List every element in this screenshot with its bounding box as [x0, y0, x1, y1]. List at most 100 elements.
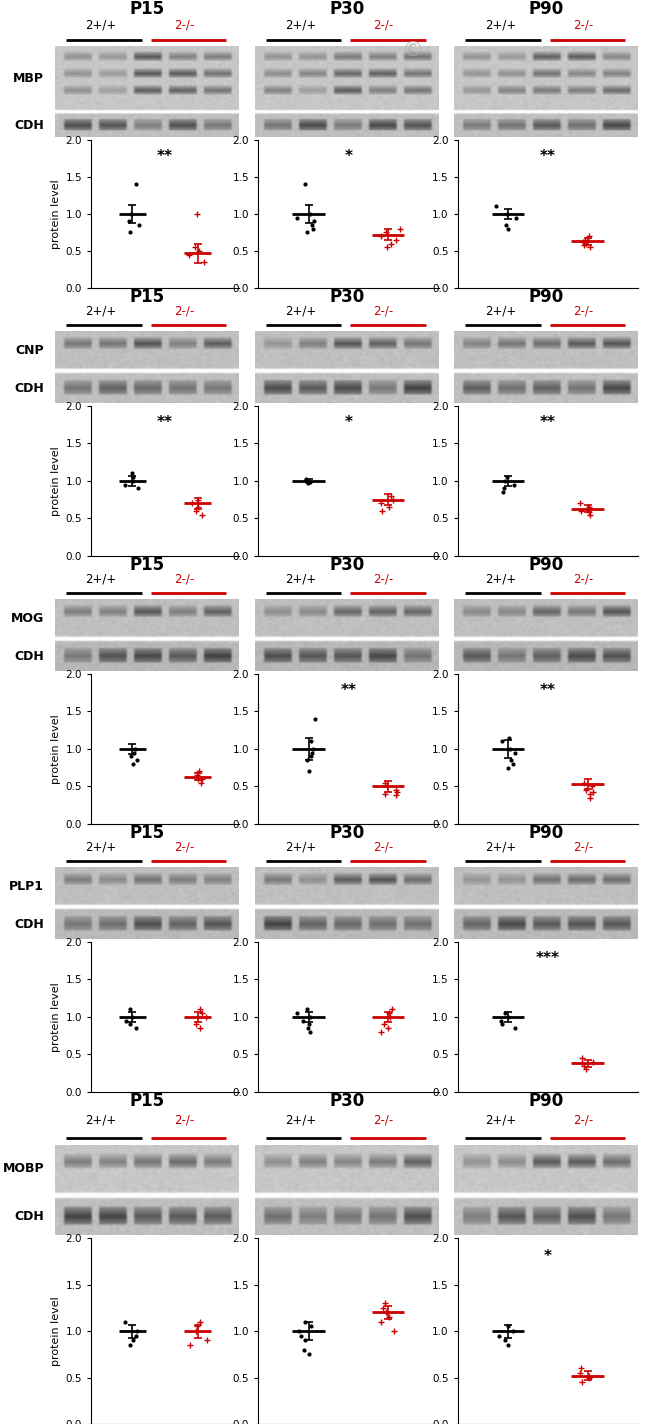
Point [376, 1021, 387, 1044]
Point [378, 1296, 388, 1319]
Y-axis label: protein level: protein level [51, 446, 61, 515]
Text: P30: P30 [329, 824, 365, 842]
Point [584, 236, 595, 259]
Point [395, 218, 405, 241]
Text: P30: P30 [329, 1092, 365, 1109]
Point [125, 221, 135, 244]
Text: P15: P15 [129, 0, 165, 19]
Point [384, 496, 395, 518]
Text: CDH: CDH [14, 382, 44, 394]
Text: CNP: CNP [16, 343, 44, 356]
Text: **: ** [540, 148, 556, 164]
Text: MOBP: MOBP [3, 1162, 44, 1175]
Point [578, 772, 589, 795]
Text: 2-/-: 2-/- [573, 305, 593, 318]
Text: 2-/-: 2-/- [174, 1114, 194, 1126]
Text: ***: *** [536, 951, 560, 965]
Point [300, 172, 310, 195]
Text: 2+/+: 2+/+ [285, 305, 317, 318]
Point [588, 782, 599, 805]
Point [133, 477, 144, 500]
Y-axis label: protein level: protein level [51, 1296, 61, 1366]
Point [191, 1314, 202, 1337]
Point [588, 1051, 598, 1074]
Point [305, 1005, 315, 1028]
Text: 2-/-: 2-/- [374, 1114, 394, 1126]
Point [504, 726, 515, 749]
Point [292, 1002, 302, 1025]
Point [503, 1334, 514, 1357]
Text: PLP1: PLP1 [9, 880, 44, 893]
Point [499, 477, 509, 500]
Text: 2-/-: 2-/- [174, 572, 194, 585]
Point [120, 1010, 131, 1032]
Point [376, 500, 387, 523]
Point [307, 214, 317, 236]
Point [376, 225, 387, 248]
Point [201, 1005, 211, 1028]
Y-axis label: protein level: protein level [51, 713, 61, 783]
Point [129, 738, 140, 760]
Point [196, 772, 206, 795]
Point [584, 225, 594, 248]
Text: 2+/+: 2+/+ [485, 305, 516, 318]
Text: P90: P90 [528, 1092, 564, 1109]
Text: 2+/+: 2+/+ [86, 1114, 117, 1126]
Point [304, 760, 314, 783]
Point [580, 228, 590, 251]
Point [500, 1329, 510, 1351]
Point [387, 998, 398, 1021]
Point [499, 470, 510, 493]
Point [302, 998, 312, 1021]
Point [199, 251, 209, 273]
Text: P15: P15 [129, 555, 165, 574]
Text: MBP: MBP [13, 71, 44, 84]
Point [125, 1012, 135, 1035]
Point [120, 1310, 130, 1333]
Point [187, 493, 198, 515]
Point [380, 783, 390, 806]
Point [194, 760, 204, 783]
Text: 2+/+: 2+/+ [285, 19, 317, 31]
Point [389, 1320, 399, 1343]
Point [577, 1047, 587, 1069]
Text: P15: P15 [129, 288, 165, 306]
Point [376, 1310, 387, 1333]
Point [308, 738, 318, 760]
Point [500, 214, 511, 236]
Point [127, 1005, 137, 1028]
Point [575, 1361, 586, 1384]
Point [302, 221, 313, 244]
Point [197, 768, 207, 790]
Text: CDH: CDH [14, 918, 44, 931]
Point [131, 172, 141, 195]
Point [503, 1005, 514, 1028]
Point [190, 1320, 201, 1343]
Text: 2-/-: 2-/- [374, 305, 394, 318]
Point [508, 752, 518, 775]
Point [296, 1324, 306, 1347]
Point [307, 742, 317, 765]
Point [385, 1005, 395, 1028]
Point [128, 752, 138, 775]
Point [131, 1324, 142, 1347]
Point [125, 1334, 135, 1357]
Point [192, 768, 203, 790]
Point [510, 742, 520, 765]
Point [382, 236, 392, 259]
Point [190, 236, 200, 259]
Point [190, 500, 201, 523]
Text: 2+/+: 2+/+ [485, 572, 516, 585]
Y-axis label: protein level: protein level [51, 179, 61, 249]
Text: CDH: CDH [14, 1210, 44, 1223]
Point [500, 1002, 511, 1025]
Point [391, 785, 402, 807]
Text: 2-/-: 2-/- [174, 19, 194, 31]
Point [508, 1320, 519, 1343]
Point [383, 1017, 393, 1040]
Point [379, 1012, 389, 1035]
Point [301, 468, 311, 491]
Point [298, 1010, 308, 1032]
Point [509, 473, 519, 496]
Text: 2-/-: 2-/- [573, 1114, 593, 1126]
